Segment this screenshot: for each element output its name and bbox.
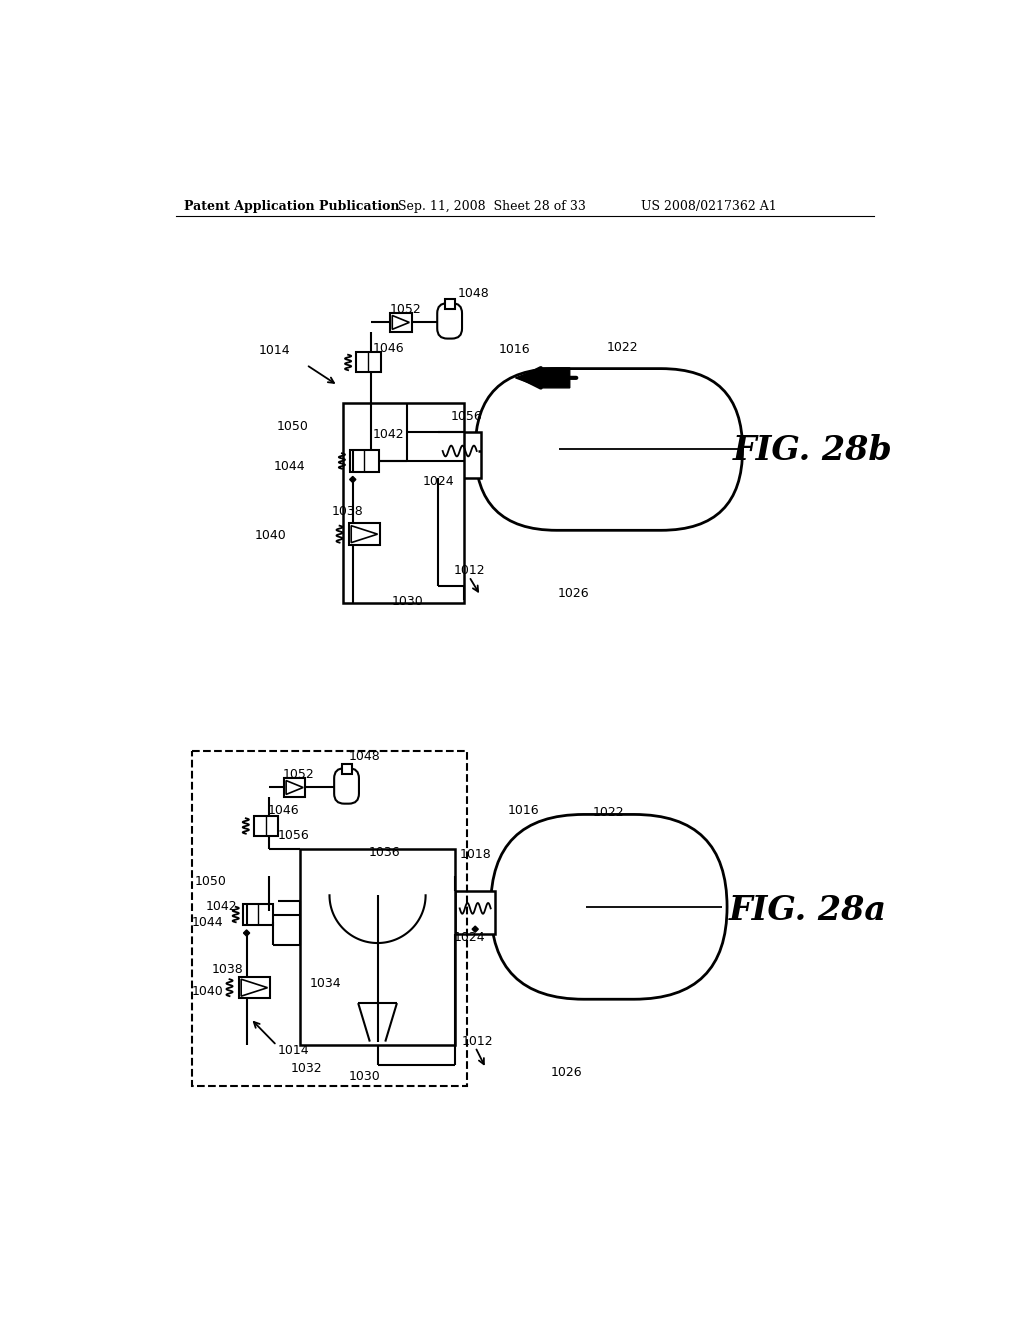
Text: 1040: 1040 xyxy=(254,529,286,543)
FancyBboxPatch shape xyxy=(475,368,742,531)
Polygon shape xyxy=(342,764,352,774)
Text: Patent Application Publication: Patent Application Publication xyxy=(183,199,399,213)
Text: Sep. 11, 2008  Sheet 28 of 33: Sep. 11, 2008 Sheet 28 of 33 xyxy=(397,199,586,213)
Text: 1026: 1026 xyxy=(558,587,590,601)
Text: 1034: 1034 xyxy=(310,977,342,990)
Text: 1026: 1026 xyxy=(550,1065,582,1078)
Text: 1014: 1014 xyxy=(278,1044,309,1057)
Text: 1056: 1056 xyxy=(451,409,482,422)
Text: 1050: 1050 xyxy=(276,420,308,433)
Text: 1042: 1042 xyxy=(206,900,238,913)
Polygon shape xyxy=(351,525,378,543)
Text: 1012: 1012 xyxy=(461,1035,493,1048)
FancyArrow shape xyxy=(515,368,569,388)
Text: 1038: 1038 xyxy=(332,504,364,517)
Text: 1012: 1012 xyxy=(454,564,485,577)
Text: 1056: 1056 xyxy=(278,829,309,842)
Text: 1024: 1024 xyxy=(423,475,454,488)
Text: 1018: 1018 xyxy=(460,847,492,861)
Text: 1050: 1050 xyxy=(195,875,226,888)
Polygon shape xyxy=(472,927,478,932)
Polygon shape xyxy=(349,477,356,483)
Polygon shape xyxy=(349,450,379,471)
Text: 1044: 1044 xyxy=(273,459,305,473)
Polygon shape xyxy=(390,313,412,331)
Text: 1016: 1016 xyxy=(499,343,530,356)
Text: 1030: 1030 xyxy=(391,594,423,607)
Polygon shape xyxy=(239,977,270,998)
FancyBboxPatch shape xyxy=(334,768,359,804)
Text: 1052: 1052 xyxy=(390,302,422,315)
Text: 1052: 1052 xyxy=(283,768,314,781)
Polygon shape xyxy=(455,891,496,933)
Text: 1044: 1044 xyxy=(191,916,223,929)
Polygon shape xyxy=(349,524,380,545)
FancyBboxPatch shape xyxy=(490,814,727,999)
Polygon shape xyxy=(284,779,305,797)
Polygon shape xyxy=(457,467,463,474)
Polygon shape xyxy=(241,979,267,997)
Polygon shape xyxy=(392,315,410,330)
Polygon shape xyxy=(445,300,455,309)
Polygon shape xyxy=(254,816,279,836)
Text: 1036: 1036 xyxy=(369,846,400,859)
Text: 1048: 1048 xyxy=(458,286,489,300)
Text: 1048: 1048 xyxy=(349,750,381,763)
Polygon shape xyxy=(343,404,464,603)
Polygon shape xyxy=(356,352,381,372)
Polygon shape xyxy=(244,904,273,925)
Text: FIG. 28a: FIG. 28a xyxy=(729,894,887,927)
Text: 1014: 1014 xyxy=(258,345,290,358)
Polygon shape xyxy=(300,849,455,1045)
Text: 1042: 1042 xyxy=(373,428,404,441)
FancyBboxPatch shape xyxy=(437,304,462,339)
Text: 1022: 1022 xyxy=(593,807,625,820)
Text: 1032: 1032 xyxy=(291,1063,323,1074)
Polygon shape xyxy=(244,929,250,936)
Text: 1024: 1024 xyxy=(454,931,485,944)
Text: 1046: 1046 xyxy=(267,804,299,817)
Text: 1016: 1016 xyxy=(508,804,540,817)
Text: US 2008/0217362 A1: US 2008/0217362 A1 xyxy=(641,199,777,213)
Polygon shape xyxy=(286,780,303,795)
Text: 1038: 1038 xyxy=(212,964,244,977)
Text: FIG. 28b: FIG. 28b xyxy=(732,434,892,467)
Polygon shape xyxy=(438,432,481,478)
Text: 1030: 1030 xyxy=(349,1069,381,1082)
Text: 1046: 1046 xyxy=(373,342,404,355)
Text: 1040: 1040 xyxy=(191,985,223,998)
Text: 1022: 1022 xyxy=(607,341,639,354)
